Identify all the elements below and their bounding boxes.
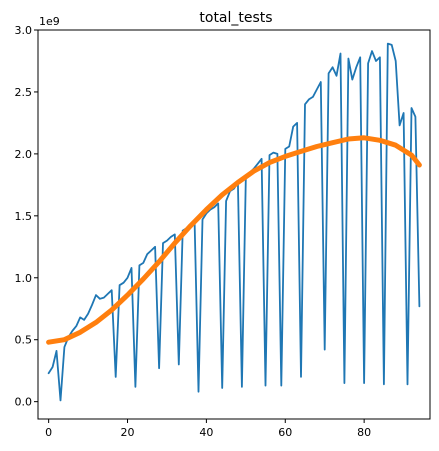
y-tick-label: 1.5 — [15, 210, 33, 223]
series-line-1 — [47, 42, 421, 402]
x-tick-label: 40 — [199, 426, 213, 439]
chart-title: total_tests — [199, 10, 272, 26]
y-offset-text: 1e9 — [39, 15, 60, 28]
x-tick-label: 60 — [278, 426, 292, 439]
y-tick-label: 2.5 — [15, 86, 33, 99]
y-tick-label: 2.0 — [15, 148, 33, 161]
y-tick-label: 0.0 — [15, 396, 33, 409]
plot-frame — [37, 29, 431, 420]
x-tick-label: 80 — [357, 426, 371, 439]
x-tick-label: 0 — [45, 426, 52, 439]
x-tick-label: 20 — [121, 426, 135, 439]
y-tick-label: 0.5 — [15, 334, 33, 347]
y-tick-label: 3.0 — [15, 24, 33, 37]
y-tick-label: 1.0 — [15, 272, 33, 285]
series-line-2 — [46, 135, 422, 345]
